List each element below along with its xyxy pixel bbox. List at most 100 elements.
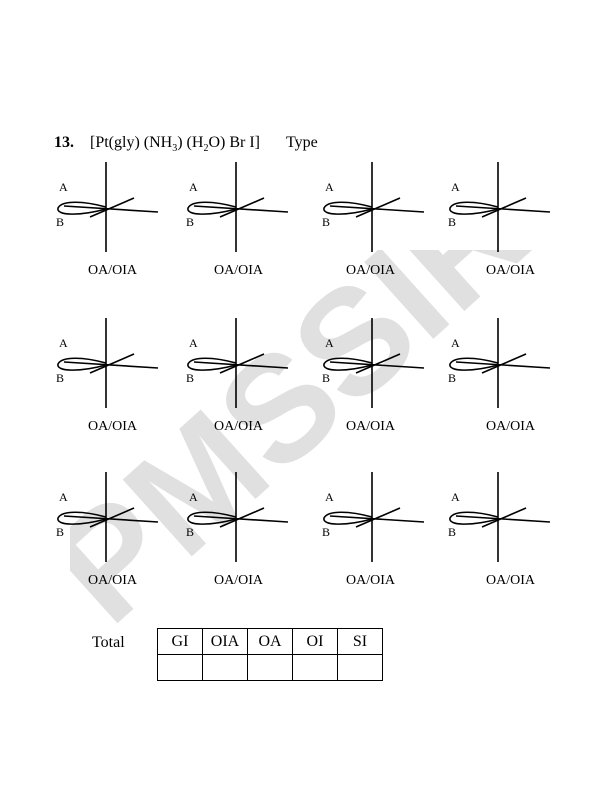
label-b: B <box>186 371 195 385</box>
diagonal-axis <box>481 353 527 374</box>
type-label: Type <box>285 134 318 151</box>
label-a: A <box>325 336 334 350</box>
label-b: B <box>186 525 195 539</box>
label-a: A <box>451 336 460 350</box>
header-oia: OIA <box>202 628 248 655</box>
answer-oia-cell[interactable] <box>202 654 248 681</box>
octahedron-skeleton <box>449 472 551 562</box>
bidentate-ligand-loop <box>449 511 499 525</box>
label-b: B <box>448 215 457 229</box>
octahedron-skeleton <box>57 318 159 408</box>
complex-formula: [Pt(gly) (NH3) (H2O) Br I] <box>90 134 260 155</box>
octahedron-skeleton <box>323 162 425 252</box>
diagonal-axis <box>355 197 401 218</box>
octahedron-skeleton <box>57 162 159 252</box>
isomer-type-caption: OA/OIA <box>88 263 137 278</box>
octahedron-skeleton <box>57 472 159 562</box>
isomer-type-caption: OA/OIA <box>486 573 535 588</box>
label-a: A <box>59 180 68 194</box>
answer-si-cell[interactable] <box>337 654 383 681</box>
octahedron-skeleton <box>187 472 289 562</box>
bidentate-ligand-loop <box>187 201 237 215</box>
bidentate-ligand-loop <box>57 201 107 215</box>
isomer-type-caption: OA/OIA <box>486 263 535 278</box>
horizontal-axis <box>193 205 289 213</box>
total-table: GI OIA OA OI SI <box>157 628 383 681</box>
horizontal-axis <box>193 361 289 369</box>
label-b: B <box>322 371 331 385</box>
horizontal-axis <box>455 205 551 213</box>
diagonal-axis <box>355 507 401 528</box>
answer-oa-cell[interactable] <box>247 654 293 681</box>
bidentate-ligand-loop <box>323 201 373 215</box>
isomer-type-caption: OA/OIA <box>88 573 137 588</box>
label-b: B <box>322 525 331 539</box>
label-a: A <box>451 490 460 504</box>
header-si: SI <box>337 628 383 655</box>
horizontal-axis <box>193 515 289 523</box>
diagonal-axis <box>89 197 135 218</box>
total-answer-row <box>157 654 383 681</box>
label-b: B <box>448 525 457 539</box>
label-b: B <box>56 525 65 539</box>
isomer-type-caption: OA/OIA <box>346 573 395 588</box>
label-a: A <box>451 180 460 194</box>
label-b: B <box>322 215 331 229</box>
label-b: B <box>56 215 65 229</box>
bidentate-ligand-loop <box>449 357 499 371</box>
diagonal-axis <box>481 197 527 218</box>
answer-oi-cell[interactable] <box>292 654 338 681</box>
header-oa: OA <box>247 628 293 655</box>
octahedron-skeleton <box>323 318 425 408</box>
octahedron-skeleton <box>187 162 289 252</box>
horizontal-axis <box>329 205 425 213</box>
bidentate-ligand-loop <box>187 511 237 525</box>
bidentate-ligand-loop <box>57 511 107 525</box>
label-a: A <box>59 490 68 504</box>
horizontal-axis <box>63 361 159 369</box>
question-heading: 13. [Pt(gly) (NH3) (H2O) Br I] Type <box>54 134 318 154</box>
answer-gi-cell[interactable] <box>157 654 203 681</box>
horizontal-axis <box>63 515 159 523</box>
horizontal-axis <box>329 361 425 369</box>
diagonal-axis <box>89 353 135 374</box>
horizontal-axis <box>455 361 551 369</box>
isomer-type-caption: OA/OIA <box>214 263 263 278</box>
label-b: B <box>56 371 65 385</box>
diagonal-axis <box>355 353 401 374</box>
header-oi: OI <box>292 628 338 655</box>
diagonal-axis <box>481 507 527 528</box>
horizontal-axis <box>329 515 425 523</box>
diagonal-axis <box>219 197 265 218</box>
octahedron-skeleton <box>323 472 425 562</box>
label-a: A <box>189 180 198 194</box>
total-label: Total <box>92 634 125 651</box>
question-number: 13. <box>54 134 74 151</box>
octahedron-skeleton <box>449 318 551 408</box>
label-b: B <box>448 371 457 385</box>
label-a: A <box>59 336 68 350</box>
diagonal-axis <box>219 353 265 374</box>
diagonal-axis <box>219 507 265 528</box>
label-a: A <box>189 490 198 504</box>
total-header-row: GI OIA OA OI SI <box>157 628 383 655</box>
bidentate-ligand-loop <box>187 357 237 371</box>
horizontal-axis <box>63 205 159 213</box>
bidentate-ligand-loop <box>57 357 107 371</box>
label-b: B <box>186 215 195 229</box>
isomer-type-caption: OA/OIA <box>214 573 263 588</box>
octahedron-skeleton <box>187 318 289 408</box>
bidentate-ligand-loop <box>449 201 499 215</box>
label-a: A <box>325 180 334 194</box>
